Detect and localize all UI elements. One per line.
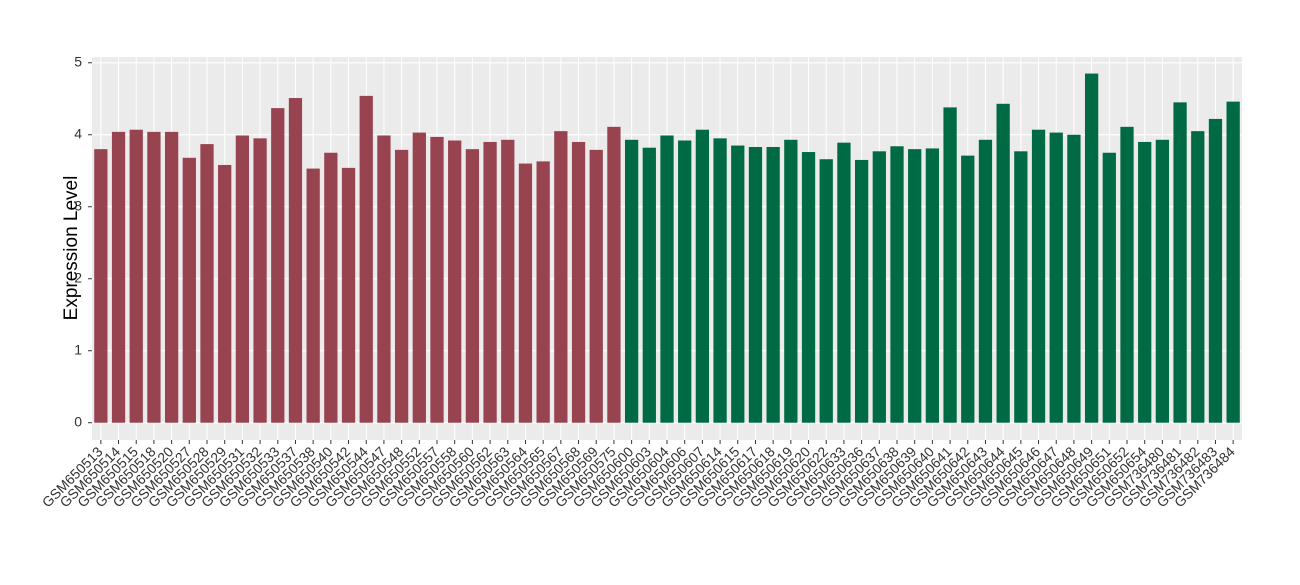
bar [589, 149, 603, 423]
bar [200, 144, 214, 423]
y-tick-label: 5 [74, 53, 82, 69]
bar [1031, 129, 1046, 423]
bar [147, 131, 161, 423]
bar [501, 139, 515, 423]
bar [1226, 101, 1240, 423]
bar [377, 135, 391, 423]
bar [253, 138, 267, 423]
bar [1049, 132, 1063, 423]
bar [448, 140, 462, 423]
bar [1208, 118, 1223, 423]
bar [94, 149, 108, 423]
y-tick-label: 4 [74, 125, 82, 141]
bar [624, 139, 639, 423]
y-tick-label: 3 [74, 197, 82, 213]
bar [271, 108, 285, 423]
bar [978, 139, 993, 423]
bar [412, 132, 426, 423]
bar [819, 159, 833, 423]
bar [854, 159, 869, 423]
bar [306, 168, 320, 423]
bar [731, 145, 745, 423]
bar [536, 161, 550, 423]
bar [908, 149, 922, 423]
y-tick-label: 0 [74, 413, 82, 429]
bar [713, 138, 727, 423]
bar [554, 131, 568, 423]
bar [943, 107, 957, 423]
bar [1067, 134, 1081, 423]
bar [695, 129, 710, 423]
bar [872, 151, 886, 423]
bar [766, 146, 780, 423]
bar [1120, 126, 1134, 423]
bar [642, 147, 656, 423]
bar [465, 149, 480, 423]
y-axis-title: Expression Level [61, 176, 82, 321]
bar [1191, 131, 1205, 423]
bar [961, 155, 975, 423]
bar [1138, 141, 1152, 423]
bar [235, 135, 250, 423]
bar [660, 135, 674, 423]
bar [218, 164, 232, 423]
bar [678, 140, 692, 423]
bar [324, 152, 338, 423]
bar [341, 167, 356, 423]
bar [996, 103, 1010, 423]
y-tick-label: 1 [74, 341, 82, 357]
bar [1155, 139, 1170, 423]
bar [111, 131, 126, 423]
bar [1173, 102, 1187, 423]
bar [748, 146, 763, 423]
bar [518, 163, 533, 423]
bar [607, 126, 621, 423]
bar [571, 141, 586, 423]
bar [890, 146, 904, 423]
y-tick-label: 2 [74, 269, 82, 285]
bar [784, 139, 798, 423]
bar [801, 152, 816, 423]
bar [925, 148, 940, 423]
bar [1014, 151, 1028, 423]
bar [1084, 73, 1099, 423]
bar [288, 98, 303, 423]
bar [430, 136, 444, 423]
bar [359, 95, 373, 423]
bar [483, 141, 497, 423]
bar [1102, 152, 1116, 423]
bar [182, 157, 196, 423]
bar [129, 129, 143, 423]
bar [164, 131, 179, 423]
bar [837, 142, 851, 423]
bar [394, 149, 409, 423]
